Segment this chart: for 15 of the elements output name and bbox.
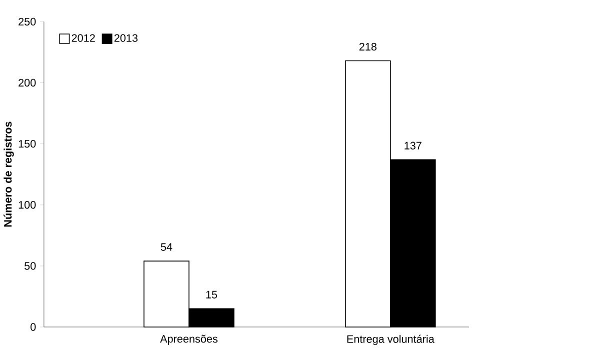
y-tick-label: 250 xyxy=(18,18,36,26)
data-label: 137 xyxy=(404,142,422,150)
x-tick-label: Apreensões xyxy=(160,334,218,345)
y-tick-label: 150 xyxy=(18,140,36,148)
y-axis-title: Número de registros xyxy=(4,122,14,226)
data-label: 15 xyxy=(206,290,218,298)
y-tick-label: 100 xyxy=(18,200,36,209)
legend-label: 2012 xyxy=(72,34,95,42)
x-tick-label: Entrega voluntária xyxy=(347,334,434,345)
data-label: 54 xyxy=(160,243,172,251)
legend-label: 2013 xyxy=(114,34,138,42)
y-tick-label: 200 xyxy=(18,78,36,86)
data-label: 218 xyxy=(359,42,376,50)
y-tick-label: 50 xyxy=(24,262,36,270)
y-tick-label: 0 xyxy=(30,322,36,331)
